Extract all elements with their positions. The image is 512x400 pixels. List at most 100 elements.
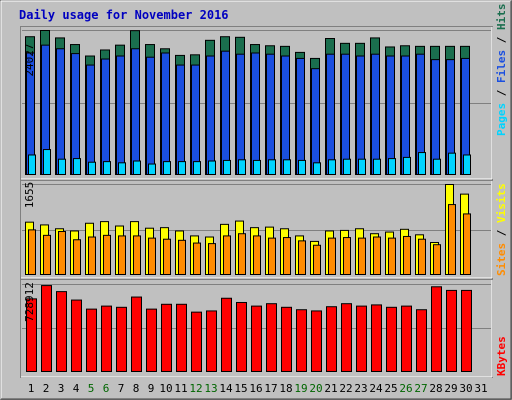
- bar-kbytes-day-18: [281, 306, 292, 372]
- legend-pages: Pages: [495, 103, 508, 136]
- x-tick-label: 18: [279, 382, 292, 395]
- x-tick-label: 6: [103, 382, 110, 395]
- bar-files-day-23: [356, 55, 365, 175]
- bar-kbytes-day-5: [86, 308, 97, 372]
- bar-files-day-24: [371, 53, 380, 175]
- bar-pages-day-10: [163, 161, 171, 175]
- bar-files-day-22: [341, 53, 350, 175]
- bar-sites-day-12: [193, 242, 201, 276]
- bar-pages-day-27: [418, 152, 426, 175]
- legend-files: Files: [495, 50, 508, 83]
- bar-pages-day-19: [298, 159, 306, 176]
- x-tick-label: 11: [174, 382, 187, 395]
- bar-pages-day-11: [178, 161, 186, 175]
- x-tick-label: 19: [294, 382, 307, 395]
- bar-kbytes-day-24: [371, 304, 382, 373]
- bar-pages-day-1: [28, 154, 36, 175]
- bar-kbytes-day-14: [221, 297, 232, 372]
- x-tick-label: 30: [459, 382, 472, 395]
- bar-sites-day-7: [118, 235, 126, 275]
- legend-sites: Sites: [495, 243, 508, 276]
- bar-files-day-3: [56, 48, 65, 176]
- bars: [25, 30, 472, 373]
- bar-pages-day-13: [208, 160, 216, 176]
- bar-files-day-10: [161, 52, 170, 175]
- bar-sites-day-6: [103, 234, 111, 275]
- bar-sites-day-13: [208, 243, 216, 276]
- x-tick-label: 4: [73, 382, 80, 395]
- bar-files-day-16: [251, 52, 260, 175]
- bar-pages-day-28: [433, 158, 441, 175]
- bar-sites-day-26: [403, 235, 411, 275]
- bar-files-day-15: [236, 53, 245, 175]
- bar-files-day-5: [86, 64, 95, 175]
- x-tick-label: 22: [339, 382, 352, 395]
- bar-pages-day-5: [88, 161, 96, 175]
- legend-separator: /: [495, 229, 508, 236]
- y-max-label-kbytes: 728912: [23, 282, 36, 322]
- bar-kbytes-day-8: [131, 296, 142, 372]
- x-tick-label: 25: [384, 382, 397, 395]
- bar-kbytes-day-20: [311, 310, 322, 372]
- bar-pages-day-26: [403, 156, 411, 176]
- bar-pages-day-14: [223, 159, 231, 176]
- bar-files-day-17: [266, 53, 275, 175]
- bar-kbytes-day-11: [176, 303, 187, 373]
- x-tick-label: 15: [234, 382, 247, 395]
- bar-pages-day-21: [328, 159, 336, 176]
- bar-sites-day-2: [43, 234, 51, 275]
- bar-sites-day-15: [238, 233, 246, 276]
- bar-kbytes-day-23: [356, 305, 367, 373]
- bar-sites-day-30: [463, 213, 471, 275]
- x-tick-label: 2: [43, 382, 50, 395]
- x-tick-label: 5: [88, 382, 95, 395]
- x-tick-label: 31: [474, 382, 487, 395]
- bar-pages-day-24: [373, 158, 381, 175]
- bar-sites-day-1: [28, 229, 36, 275]
- bar-kbytes-day-30: [461, 289, 472, 372]
- bar-kbytes-day-7: [116, 306, 127, 372]
- bar-files-day-28: [431, 59, 440, 175]
- bar-files-day-9: [146, 56, 155, 176]
- bar-pages-day-8: [133, 160, 141, 176]
- legend-visits: Visits: [495, 183, 508, 223]
- bar-kbytes-day-3: [56, 291, 67, 373]
- bar-sites-day-18: [283, 237, 291, 275]
- bar-files-day-26: [401, 55, 410, 175]
- x-tick-label: 1: [28, 382, 35, 395]
- bar-kbytes-day-28: [431, 286, 442, 372]
- bar-files-day-13: [206, 55, 215, 175]
- bar-pages-day-30: [463, 154, 471, 175]
- bar-files-day-8: [131, 48, 140, 176]
- bar-kbytes-day-16: [251, 305, 262, 373]
- x-tick-label: 9: [148, 382, 155, 395]
- bar-kbytes-day-25: [386, 306, 397, 372]
- bar-pages-day-20: [313, 162, 321, 175]
- bar-kbytes-day-4: [71, 299, 82, 372]
- bar-files-day-18: [281, 55, 290, 175]
- bar-kbytes-day-19: [296, 309, 307, 372]
- bar-pages-day-15: [238, 159, 246, 176]
- bar-kbytes-day-6: [101, 305, 112, 373]
- bar-kbytes-day-22: [341, 303, 352, 373]
- bar-pages-day-12: [193, 161, 201, 175]
- legend-hits: Hits: [495, 4, 508, 31]
- bar-sites-day-27: [418, 238, 426, 276]
- x-tick-label: 10: [159, 382, 172, 395]
- bar-sites-day-10: [163, 238, 171, 276]
- bar-kbytes-day-27: [416, 309, 427, 372]
- x-tick-label: 29: [444, 382, 457, 395]
- bar-files-day-20: [311, 68, 320, 175]
- legend-separator: /: [495, 36, 508, 43]
- bar-kbytes-day-13: [206, 310, 217, 372]
- bar-pages-day-9: [148, 163, 156, 176]
- bar-kbytes-day-29: [446, 289, 457, 372]
- bar-files-day-25: [386, 55, 395, 175]
- bar-sites-day-21: [328, 237, 336, 276]
- bar-files-day-7: [116, 55, 125, 175]
- bar-sites-day-22: [343, 237, 351, 275]
- bar-sites-day-3: [58, 231, 66, 275]
- bar-sites-day-8: [133, 235, 141, 275]
- bar-kbytes-day-21: [326, 306, 337, 372]
- bar-kbytes-day-26: [401, 305, 412, 373]
